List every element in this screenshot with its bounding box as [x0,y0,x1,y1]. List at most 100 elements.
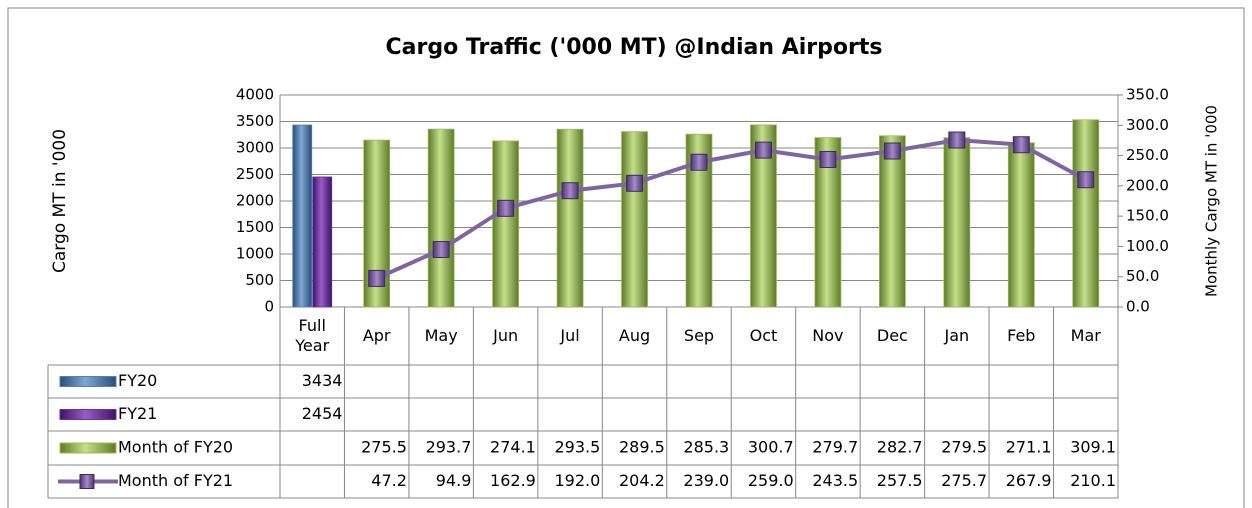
legend-key [59,442,117,454]
bar [878,135,906,308]
x-tick-label: Nov [812,326,844,345]
y2-tick-label: 200.0 [1126,176,1169,194]
y-tick-label: 4000 [236,86,274,104]
y2-tick-label: 150.0 [1126,207,1169,225]
line-marker [754,141,772,159]
line-marker [1012,136,1030,154]
y2-tick-label: 300.0 [1126,116,1169,134]
y-tick-label: 2500 [236,165,274,183]
x-tick-label: Feb [1007,326,1036,345]
y2-axis-label: Monthly Cargo MT in '000 [1203,105,1221,297]
table-value: 293.5 [554,438,600,457]
bar [427,128,455,308]
y2-tick-label: 0.0 [1126,298,1150,316]
y-tick-label: 500 [245,271,274,289]
table-value: 210.1 [1070,471,1116,490]
table-value: 3434 [302,371,343,390]
legend-key [59,376,117,387]
line-marker [497,199,515,217]
line-marker [1077,171,1095,189]
chart-title: Cargo Traffic ('000 MT) @Indian Airports [386,35,883,60]
legend-label: Month of FY21 [118,471,233,490]
y2-tick-label: 250.0 [1126,146,1169,164]
legend-label: Month of FY20 [118,438,233,457]
category-cell: Jan [944,326,970,345]
category-cell: Dec [877,326,908,345]
table-value: 239.0 [683,471,729,490]
x-tick-label: Sep [683,326,715,345]
table-value: 259.0 [748,471,794,490]
category-cell: Feb [1007,326,1036,345]
bar [943,137,971,308]
bar [492,140,520,308]
table-value: 243.5 [812,471,858,490]
line-marker [432,241,450,259]
y2-tick-label: 350.0 [1126,86,1169,104]
bar [312,176,333,308]
bar [292,124,313,308]
x-tick-label: Jan [944,326,970,345]
y-tick-label: 3000 [236,139,274,157]
x-tick-label: Mar [1070,326,1101,345]
y-tick-label: 2000 [236,192,274,210]
table-value: 162.9 [490,471,536,490]
table-value: 285.3 [683,438,729,457]
legend-key [59,409,117,420]
category-cell: Jun [493,326,519,345]
table-value: 47.2 [371,471,407,490]
table-value: 2454 [302,404,343,423]
bar [1007,142,1035,308]
category-cell: May [424,326,458,345]
table-value: 192.0 [554,471,600,490]
x-tick-label: Jun [493,326,519,345]
table-value: 279.5 [941,438,987,457]
y-axis-label: Cargo MT in '000 [50,129,70,273]
y-tick-label: 0 [264,298,274,316]
line-marker [883,142,901,160]
bar [1072,119,1100,308]
category-cell: Jul [560,326,580,345]
x-tick-label: Apr [362,326,391,345]
table-value: 204.2 [619,471,665,490]
line-marker [561,182,579,200]
line-marker [368,269,386,287]
table-value: 274.1 [490,438,536,457]
table-value: 300.7 [748,438,794,457]
line [375,137,1087,281]
y-tick-label: 3500 [236,112,274,130]
legend-label: FY21 [118,404,157,423]
table-value: 275.5 [361,438,407,457]
x-tick-label: Jul [560,326,580,345]
category-cell: Nov [812,326,844,345]
table-value: 289.5 [619,438,665,457]
table-value: 309.1 [1070,438,1116,457]
bar [621,131,648,308]
category-cell: Oct [749,326,778,345]
bar [556,128,584,308]
legend-label: FY20 [118,371,157,390]
category-cell: Sep [683,326,715,345]
table-value: 293.7 [426,438,472,457]
table-value: 279.7 [812,438,858,457]
x-tick-label: Aug [618,326,651,345]
line-marker [690,153,708,171]
y-tick-label: 1500 [236,218,274,236]
legend-key [79,474,95,489]
y-tick-label: 1000 [236,245,274,263]
table-value: 267.9 [1006,471,1052,490]
x-tick-label: May [424,326,458,345]
category-cell: Aug [618,326,651,345]
category-cell: Mar [1070,326,1101,345]
category-cell: Full Year [295,316,330,355]
table-value: 257.5 [877,471,923,490]
x-tick-label: Oct [749,326,778,345]
table-value: 94.9 [436,471,472,490]
line-marker [626,174,644,192]
x-tick-label: Full Year [295,316,330,355]
y2-tick-label: 50.0 [1126,267,1159,285]
line-marker [948,131,966,149]
table-value: 275.7 [941,471,987,490]
line-marker [819,151,837,169]
category-cell: Apr [362,326,391,345]
